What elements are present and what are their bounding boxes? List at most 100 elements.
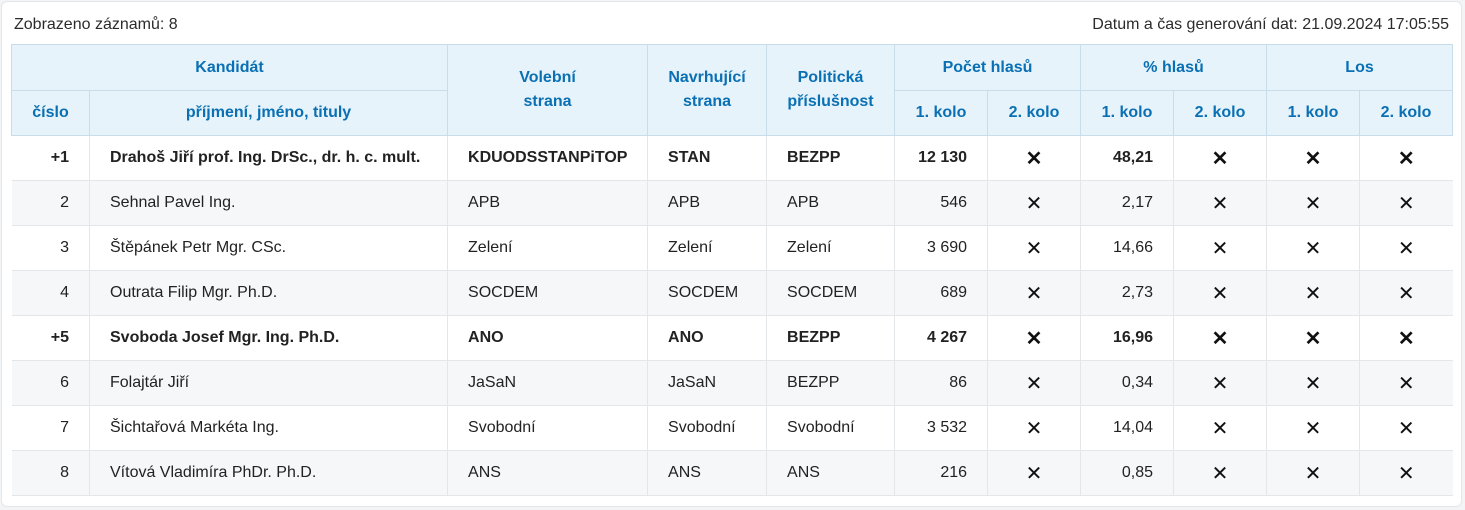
nominating-party: Zelení bbox=[647, 225, 768, 271]
lot-round2-cross-icon: ✕ bbox=[1359, 450, 1453, 496]
table-info-bar: Zobrazeno záznamů: 8 Datum a čas generov… bbox=[14, 14, 1449, 36]
percent-round1: 48,21 bbox=[1080, 135, 1175, 181]
table-row: 8 Vítová Vladimíra PhDr. Ph.D. ANS ANS ANS 21… bbox=[11, 450, 1453, 496]
percent-round2-cross-icon: ✕ bbox=[1173, 225, 1268, 271]
table-row: 4 Outrata Filip Mgr. Ph.D. SOCDEM SOCDEM SOC… bbox=[11, 270, 1453, 316]
header-los: Los bbox=[1266, 44, 1454, 91]
candidate-name: Drahoš Jiří prof. Ing. DrSc., dr. h. c. … bbox=[89, 135, 449, 181]
electoral-party: ANS bbox=[447, 450, 649, 496]
candidate-number: 7 bbox=[11, 405, 90, 451]
percent-round1: 0,34 bbox=[1080, 360, 1175, 406]
lot-round1-cross-icon: ✕ bbox=[1266, 450, 1361, 496]
electoral-party: Svobodní bbox=[447, 405, 649, 451]
votes-round2-cross-icon: ✕ bbox=[987, 135, 1082, 181]
candidate-name: Svoboda Josef Mgr. Ing. Ph.D. bbox=[89, 315, 449, 361]
political-affiliation: BEZPP bbox=[766, 360, 896, 406]
electoral-party: APB bbox=[447, 180, 649, 226]
nominating-party: ANS bbox=[647, 450, 768, 496]
lot-round2-cross-icon: ✕ bbox=[1359, 405, 1453, 451]
votes-round2-cross-icon: ✕ bbox=[987, 450, 1082, 496]
votes-round1: 86 bbox=[894, 360, 989, 406]
lot-round1-cross-icon: ✕ bbox=[1266, 315, 1361, 361]
table-row: +5 Svoboda Josef Mgr. Ing. Ph.D. ANO ANO BEZ… bbox=[11, 315, 1453, 361]
percent-round2-cross-icon: ✕ bbox=[1173, 180, 1268, 226]
header-pocet-hlasu: Počet hlasů bbox=[894, 44, 1082, 91]
candidate-name: Sehnal Pavel Ing. bbox=[89, 180, 449, 226]
nominating-party: SOCDEM bbox=[647, 270, 768, 316]
votes-round2-cross-icon: ✕ bbox=[987, 225, 1082, 271]
votes-round1: 216 bbox=[894, 450, 989, 496]
table-row: 3 Štěpánek Petr Mgr. CSc. Zelení Zelení Zele… bbox=[11, 225, 1453, 271]
header-procent-kolo1: 1. kolo bbox=[1080, 90, 1175, 136]
header-los-kolo1: 1. kolo bbox=[1266, 90, 1361, 136]
political-affiliation: Svobodní bbox=[766, 405, 896, 451]
electoral-party: SOCDEM bbox=[447, 270, 649, 316]
votes-round1: 689 bbox=[894, 270, 989, 316]
percent-round2-cross-icon: ✕ bbox=[1173, 450, 1268, 496]
electoral-party: JaSaN bbox=[447, 360, 649, 406]
lot-round2-cross-icon: ✕ bbox=[1359, 360, 1453, 406]
header-navrhujici-strana: Navrhující strana bbox=[647, 44, 768, 136]
political-affiliation: APB bbox=[766, 180, 896, 226]
lot-round2-cross-icon: ✕ bbox=[1359, 135, 1453, 181]
votes-round2-cross-icon: ✕ bbox=[987, 405, 1082, 451]
nominating-party: STAN bbox=[647, 135, 768, 181]
percent-round2-cross-icon: ✕ bbox=[1173, 135, 1268, 181]
political-affiliation: Zelení bbox=[766, 225, 896, 271]
percent-round1: 2,17 bbox=[1080, 180, 1175, 226]
candidate-name: Šichtařová Markéta Ing. bbox=[89, 405, 449, 451]
percent-round1: 2,73 bbox=[1080, 270, 1175, 316]
lot-round2-cross-icon: ✕ bbox=[1359, 315, 1453, 361]
lot-round1-cross-icon: ✕ bbox=[1266, 135, 1361, 181]
header-kandidat: Kandidát bbox=[10, 44, 449, 91]
lot-round1-cross-icon: ✕ bbox=[1266, 405, 1361, 451]
nominating-party: ANO bbox=[647, 315, 768, 361]
political-affiliation: BEZPP bbox=[766, 315, 896, 361]
candidate-name: Vítová Vladimíra PhDr. Ph.D. bbox=[89, 450, 449, 496]
candidate-name: Štěpánek Petr Mgr. CSc. bbox=[89, 225, 449, 271]
percent-round1: 14,04 bbox=[1080, 405, 1175, 451]
candidate-name: Outrata Filip Mgr. Ph.D. bbox=[89, 270, 449, 316]
lot-round1-cross-icon: ✕ bbox=[1266, 360, 1361, 406]
votes-round1: 12 130 bbox=[894, 135, 989, 181]
candidate-number: 3 bbox=[11, 225, 90, 271]
candidate-number: 8 bbox=[11, 450, 90, 496]
electoral-party: ANO bbox=[447, 315, 649, 361]
header-volebni-strana: Volební strana bbox=[447, 44, 649, 136]
header-politicka-prislusnost: Politická příslušnost bbox=[766, 44, 896, 136]
electoral-party: Zelení bbox=[447, 225, 649, 271]
percent-round1: 0,85 bbox=[1080, 450, 1175, 496]
votes-round2-cross-icon: ✕ bbox=[987, 180, 1082, 226]
votes-round1: 3 532 bbox=[894, 405, 989, 451]
percent-round2-cross-icon: ✕ bbox=[1173, 405, 1268, 451]
table-row: 2 Sehnal Pavel Ing. APB APB APB 546 ✕ 2,17 ✕ ✕ ✕ bbox=[11, 180, 1453, 226]
header-hlasy-kolo1: 1. kolo bbox=[894, 90, 989, 136]
political-affiliation: BEZPP bbox=[766, 135, 896, 181]
political-affiliation: SOCDEM bbox=[766, 270, 896, 316]
nominating-party: APB bbox=[647, 180, 768, 226]
candidate-number: +1 bbox=[11, 135, 90, 181]
lot-round1-cross-icon: ✕ bbox=[1266, 225, 1361, 271]
nominating-party: JaSaN bbox=[647, 360, 768, 406]
political-affiliation: ANS bbox=[766, 450, 896, 496]
votes-round1: 4 267 bbox=[894, 315, 989, 361]
candidate-number: 4 bbox=[11, 270, 90, 316]
lot-round2-cross-icon: ✕ bbox=[1359, 225, 1453, 271]
lot-round1-cross-icon: ✕ bbox=[1266, 270, 1361, 316]
votes-round2-cross-icon: ✕ bbox=[987, 270, 1082, 316]
candidate-number: 2 bbox=[11, 180, 90, 226]
percent-round2-cross-icon: ✕ bbox=[1173, 360, 1268, 406]
votes-round1: 546 bbox=[894, 180, 989, 226]
header-cislo: číslo bbox=[11, 90, 90, 136]
candidate-name: Folajtár Jiří bbox=[89, 360, 449, 406]
candidate-number: 6 bbox=[11, 360, 90, 406]
lot-round1-cross-icon: ✕ bbox=[1266, 180, 1361, 226]
votes-round1: 3 690 bbox=[894, 225, 989, 271]
generated-timestamp: Datum a čas generování dat: 21.09.2024 1… bbox=[1092, 16, 1449, 33]
percent-round2-cross-icon: ✕ bbox=[1173, 315, 1268, 361]
table-row: +1 Drahoš Jiří prof. Ing. DrSc., dr. h. c… bbox=[11, 135, 1453, 181]
lot-round2-cross-icon: ✕ bbox=[1359, 270, 1453, 316]
votes-round2-cross-icon: ✕ bbox=[987, 360, 1082, 406]
header-procent-kolo2: 2. kolo bbox=[1173, 90, 1268, 136]
election-results-table: Kandidát Volební strana Navrhující strana … bbox=[10, 44, 1454, 496]
